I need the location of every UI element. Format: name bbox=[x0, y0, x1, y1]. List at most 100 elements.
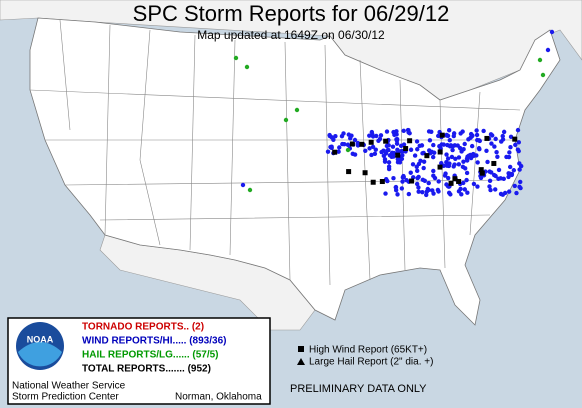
report-dot bbox=[442, 173, 448, 178]
report-dot bbox=[336, 149, 341, 154]
report-dot bbox=[499, 139, 504, 144]
report-dot bbox=[496, 167, 502, 173]
report-dot bbox=[362, 170, 368, 176]
report-dot bbox=[436, 179, 441, 184]
report-dot bbox=[386, 143, 391, 148]
report-dot bbox=[414, 164, 419, 169]
report-dot bbox=[369, 129, 375, 135]
report-dot bbox=[511, 168, 517, 173]
report-dot bbox=[378, 133, 384, 138]
wind-row: WIND REPORTS/HI..... (893/36) bbox=[82, 336, 226, 347]
report-dot bbox=[390, 144, 396, 149]
report-dot bbox=[406, 127, 411, 133]
report-dot bbox=[444, 152, 449, 157]
report-dot bbox=[507, 150, 512, 155]
report-dot bbox=[487, 184, 492, 189]
report-dot bbox=[494, 149, 499, 155]
report-dot bbox=[416, 174, 421, 180]
report-dot bbox=[444, 163, 450, 168]
report-dot bbox=[455, 143, 460, 148]
report-dot bbox=[488, 187, 493, 193]
report-dot bbox=[395, 192, 400, 197]
report-dot bbox=[517, 167, 522, 172]
report-dot bbox=[414, 181, 420, 187]
report-dot bbox=[391, 154, 396, 159]
location: Norman, Oklahoma bbox=[175, 392, 262, 403]
report-dot bbox=[417, 143, 422, 149]
report-dot bbox=[456, 155, 462, 160]
report-dot bbox=[444, 133, 449, 138]
report-dot bbox=[437, 144, 442, 149]
report-dot bbox=[337, 145, 342, 150]
report-dot bbox=[418, 158, 423, 164]
report-dot bbox=[379, 149, 384, 155]
report-dot bbox=[329, 145, 334, 151]
report-dot bbox=[332, 149, 338, 155]
report-dot bbox=[416, 189, 421, 194]
report-dot bbox=[445, 175, 451, 181]
report-dot bbox=[437, 149, 443, 155]
report-dot bbox=[514, 190, 519, 196]
report-dot bbox=[446, 128, 452, 133]
report-dot bbox=[464, 170, 470, 176]
report-dot bbox=[352, 152, 358, 157]
report-dot bbox=[441, 142, 446, 147]
report-dot bbox=[492, 172, 497, 178]
title: SPC Storm Reports for 06/29/12 bbox=[133, 1, 450, 26]
report-dot bbox=[363, 148, 368, 153]
report-dot bbox=[414, 168, 420, 174]
subtitle: Map updated at 1649Z on 06/30/12 bbox=[197, 28, 385, 42]
center: Storm Prediction Center bbox=[12, 392, 119, 403]
report-dot bbox=[448, 180, 454, 186]
report-dot bbox=[359, 141, 365, 147]
report-dot bbox=[244, 64, 250, 70]
report-dot bbox=[391, 176, 396, 181]
report-dot bbox=[395, 152, 401, 158]
report-dot bbox=[385, 178, 390, 184]
report-dot bbox=[507, 164, 513, 170]
report-dot bbox=[493, 136, 498, 142]
report-dot bbox=[468, 131, 474, 137]
report-dot bbox=[540, 72, 546, 78]
report-dot bbox=[386, 147, 391, 153]
report-dot bbox=[426, 180, 431, 186]
report-dot bbox=[420, 177, 426, 183]
report-dot bbox=[410, 162, 416, 167]
report-dot bbox=[427, 138, 433, 143]
report-dot bbox=[537, 57, 543, 63]
report-dot bbox=[406, 191, 412, 197]
report-dots bbox=[233, 29, 555, 198]
report-dot bbox=[477, 138, 482, 144]
report-dot bbox=[372, 151, 378, 157]
report-dot bbox=[501, 129, 507, 135]
report-dot bbox=[349, 141, 355, 147]
report-dot bbox=[240, 182, 246, 188]
hail-key-icon bbox=[297, 358, 305, 365]
report-dot bbox=[283, 117, 289, 123]
report-dot bbox=[420, 189, 425, 195]
report-dot bbox=[445, 156, 451, 161]
report-dot bbox=[294, 107, 300, 113]
report-dot bbox=[381, 153, 387, 159]
report-dot bbox=[518, 185, 523, 191]
report-dot bbox=[496, 176, 501, 181]
report-dot bbox=[439, 160, 444, 166]
report-dot bbox=[462, 187, 468, 192]
report-dot bbox=[459, 192, 464, 197]
report-dot bbox=[463, 166, 468, 171]
report-dot bbox=[489, 141, 494, 146]
report-dot bbox=[368, 139, 374, 145]
report-dot bbox=[500, 133, 505, 139]
usa bbox=[29, 17, 561, 326]
report-dot bbox=[461, 159, 466, 164]
report-dot bbox=[247, 187, 253, 193]
report-dot bbox=[345, 147, 351, 153]
report-dot bbox=[439, 132, 445, 138]
report-dot bbox=[407, 138, 413, 144]
report-dot bbox=[545, 47, 551, 53]
report-dot bbox=[233, 55, 239, 61]
report-dot bbox=[348, 136, 353, 141]
report-dot bbox=[414, 139, 420, 144]
report-dot bbox=[395, 159, 401, 165]
